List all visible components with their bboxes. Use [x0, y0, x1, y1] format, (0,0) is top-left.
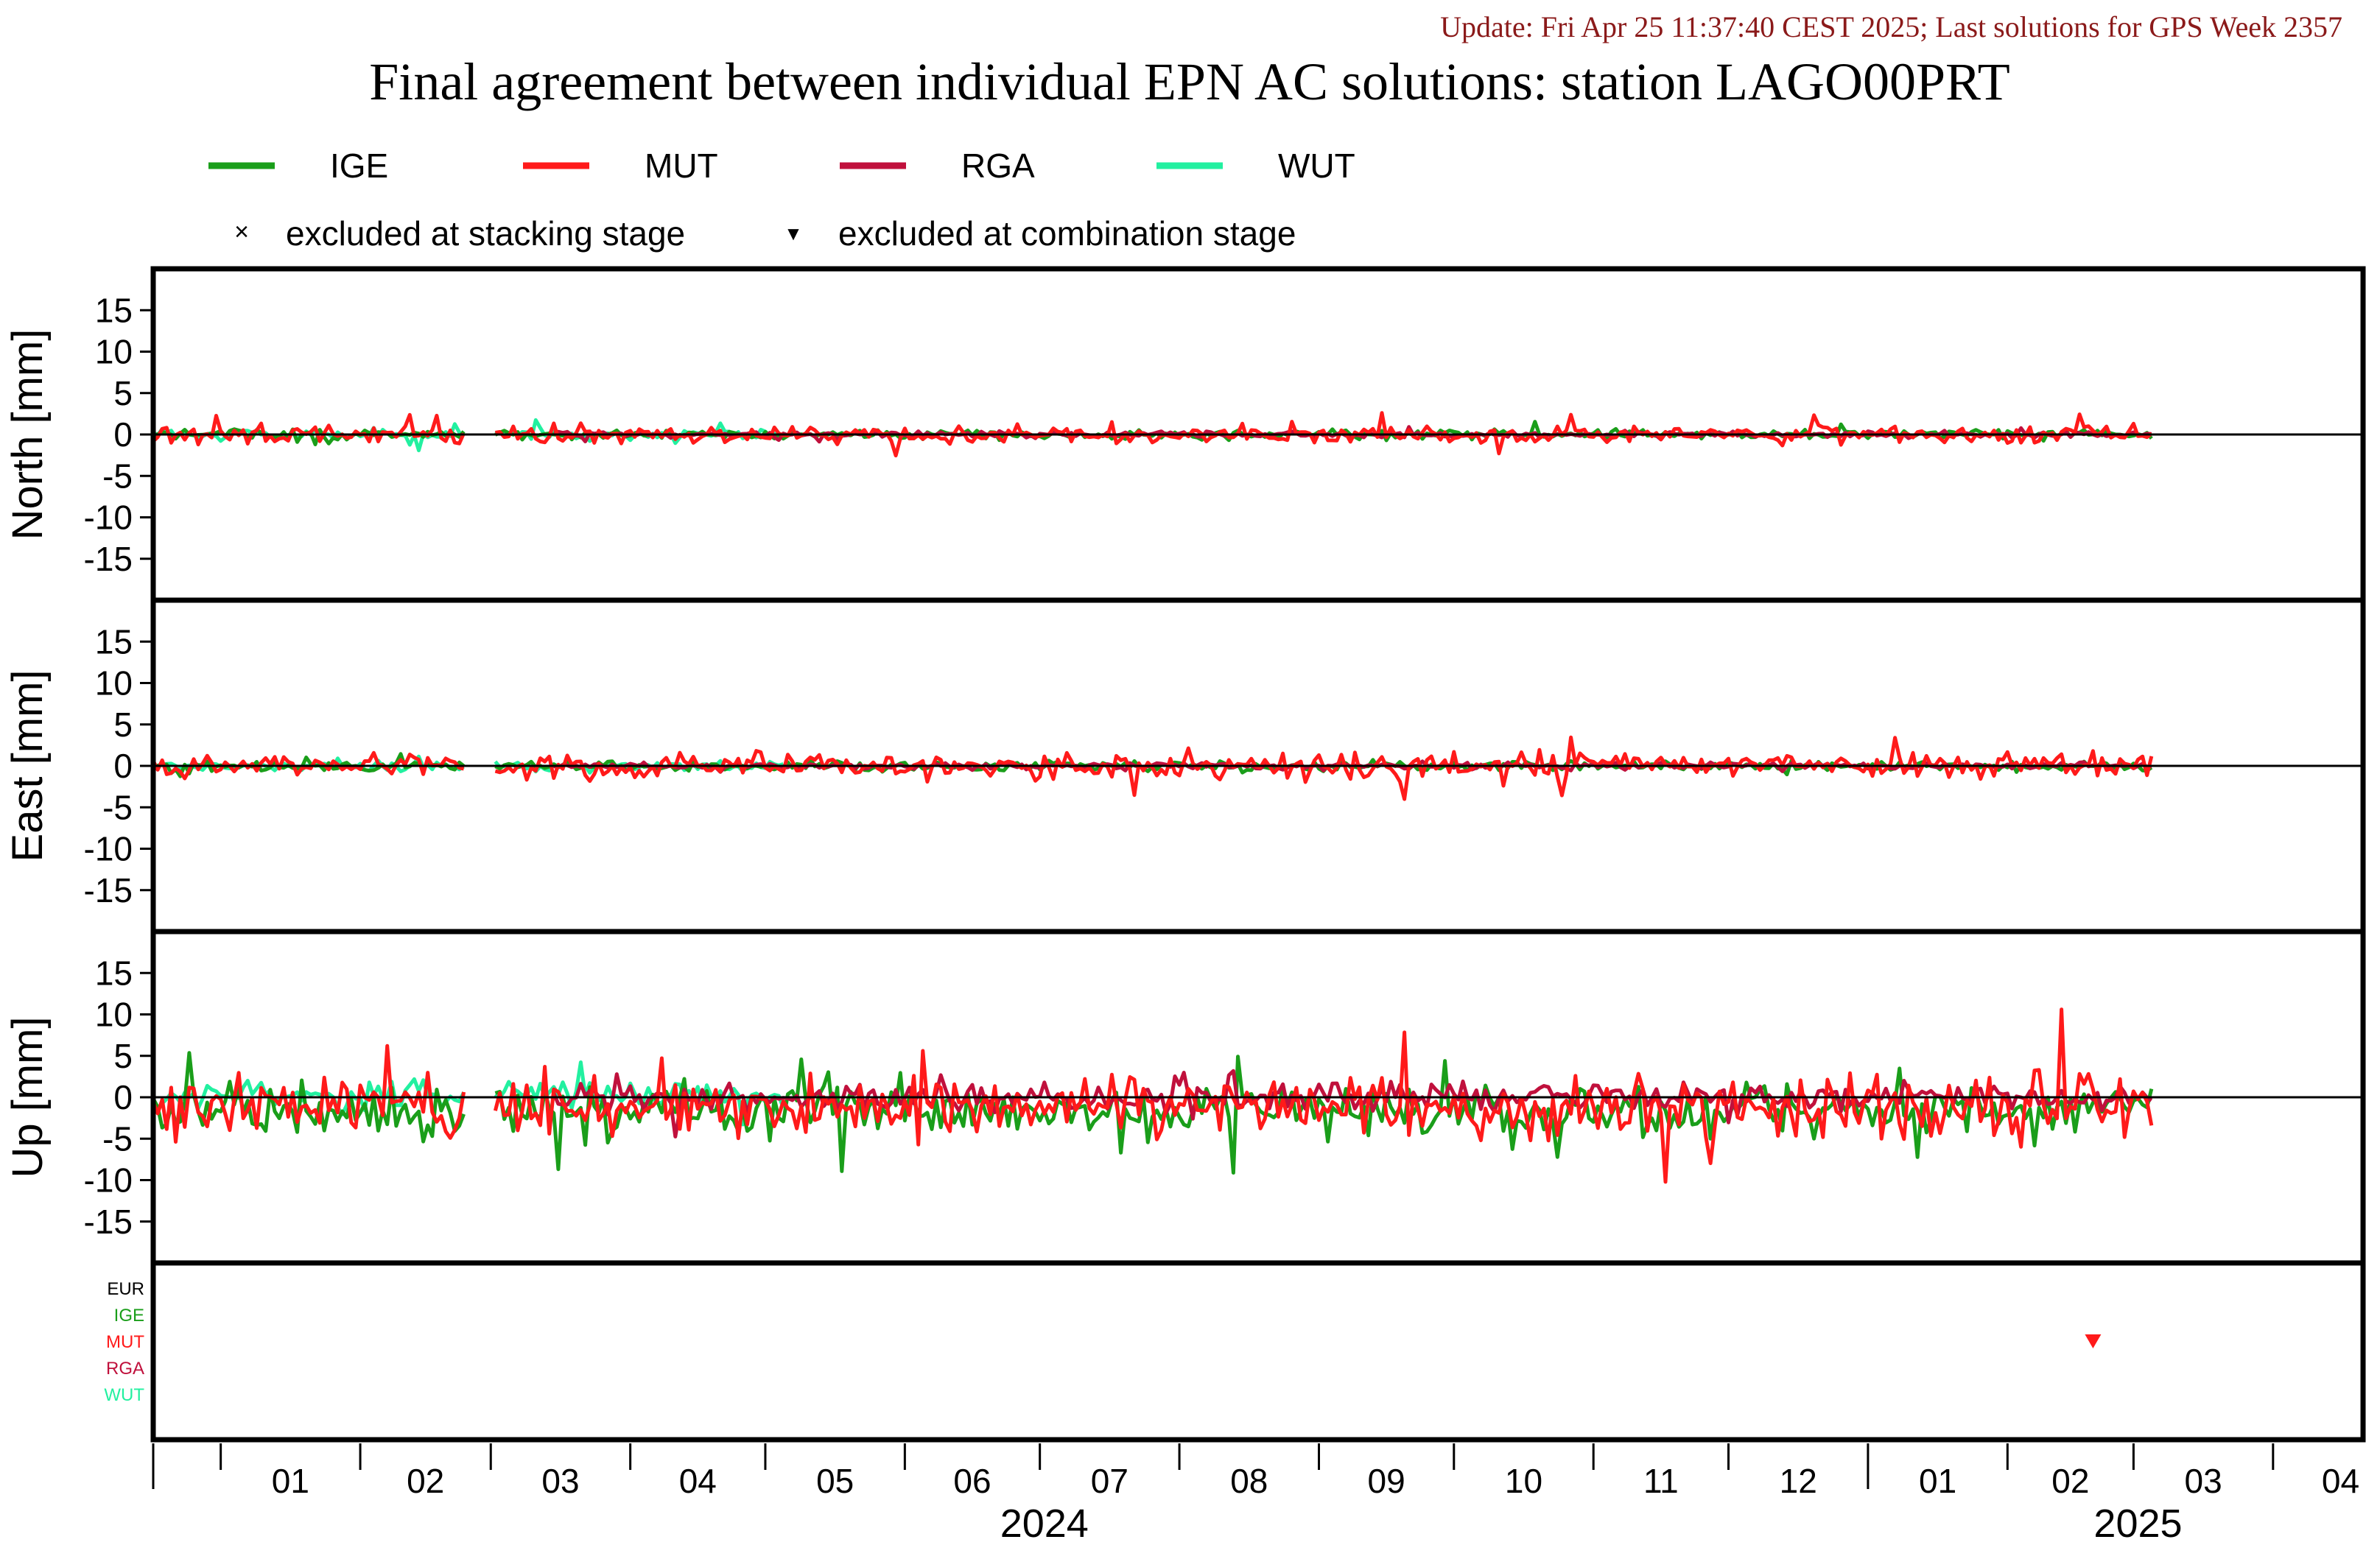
x-month-label: 03 [541, 1462, 579, 1500]
y-tick-label: -15 [84, 1203, 133, 1241]
x-month-label: 09 [1368, 1462, 1405, 1500]
y-tick-label: 10 [95, 996, 133, 1034]
x-month-label: 08 [1230, 1462, 1268, 1500]
x-month-label: 02 [2051, 1462, 2089, 1500]
stacking-marker: × [234, 218, 249, 246]
legend-label-rga: RGA [961, 147, 1035, 185]
series-line-mut [493, 1007, 2154, 1184]
y-axis-label: Up [mm] [4, 1016, 52, 1178]
exclusion-row-ige: IGE [114, 1306, 144, 1326]
series-line-ige [151, 1051, 466, 1144]
y-tick-label: -10 [84, 830, 133, 868]
legend-label-ige: IGE [330, 147, 388, 185]
series-line-mut [494, 735, 2154, 801]
y-tick-label: 0 [113, 747, 133, 785]
legend-label-mut: MUT [645, 147, 718, 185]
x-month-label: 11 [1643, 1462, 1679, 1500]
y-tick-label: 10 [95, 664, 133, 703]
chart-title: Final agreement between individual EPN A… [369, 52, 2009, 111]
x-month-label: 10 [1505, 1462, 1542, 1500]
y-tick-label: 5 [113, 374, 133, 412]
series-line-wut [152, 1077, 466, 1116]
x-month-label: 01 [1919, 1462, 1956, 1500]
stacking-label: excluded at stacking stage [286, 214, 685, 253]
y-tick-label: -10 [84, 499, 133, 537]
combination-label: excluded at combination stage [838, 214, 1296, 253]
y-tick-label: 0 [113, 415, 133, 454]
exclusion-row-eur: EUR [107, 1279, 144, 1299]
y-tick-label: 15 [95, 622, 133, 661]
x-month-label: 05 [816, 1462, 854, 1500]
exclusion-frame [150, 1260, 2366, 1443]
x-month-label: 02 [407, 1462, 444, 1500]
update-text: Update: Fri Apr 25 11:37:40 CEST 2025; L… [1440, 10, 2342, 43]
y-tick-label: 5 [113, 1037, 133, 1075]
x-month-label: 06 [953, 1462, 991, 1500]
y-tick-label: -5 [102, 457, 133, 495]
y-tick-label: -5 [102, 1119, 133, 1158]
y-tick-label: 15 [95, 291, 133, 329]
x-year-label: 2025 [2093, 1502, 2182, 1545]
y-axis-label: North [mm] [4, 329, 52, 541]
exclusion-row-rga: RGA [106, 1359, 144, 1379]
x-month-label: 04 [2322, 1462, 2359, 1500]
y-tick-label: 15 [95, 954, 133, 992]
y-tick-label: 0 [113, 1078, 133, 1116]
x-month-label: 03 [2185, 1462, 2222, 1500]
legend-label-wut: WUT [1278, 147, 1355, 185]
legend: IGE MUT RGA WUT × excluded at stacking stage ▼… [208, 147, 1355, 253]
x-month-label: 07 [1091, 1462, 1128, 1500]
exclusion-row-mut: MUT [106, 1332, 144, 1352]
exclusion-row-wut: WUT [104, 1385, 144, 1405]
y-tick-label: -15 [84, 871, 133, 909]
x-year-label: 2024 [1000, 1502, 1089, 1545]
y-tick-label: -10 [84, 1161, 133, 1200]
y-axis-label: East [mm] [4, 669, 52, 862]
x-month-label: 12 [1780, 1462, 1817, 1500]
x-month-label: 01 [272, 1462, 309, 1500]
x-axis: 01 02 03 04 05 06 07 08 09 10 11 12 01 02 03 04 2024 2025 [152, 1443, 2359, 1545]
series-line-rga [552, 1069, 2153, 1138]
y-tick-label: 10 [95, 333, 133, 371]
series-line-mut [151, 1044, 466, 1144]
y-tick-label: 5 [113, 705, 133, 744]
series-line-mut [151, 750, 465, 781]
excluded-combination-marker [2085, 1334, 2102, 1348]
combination-marker: ▼ [784, 222, 803, 244]
exclusion-panel: EUR IGE MUT RGA WUT [104, 1260, 2366, 1443]
y-tick-label: -5 [102, 788, 133, 826]
x-month-label: 04 [679, 1462, 717, 1500]
y-tick-label: -15 [84, 540, 133, 578]
